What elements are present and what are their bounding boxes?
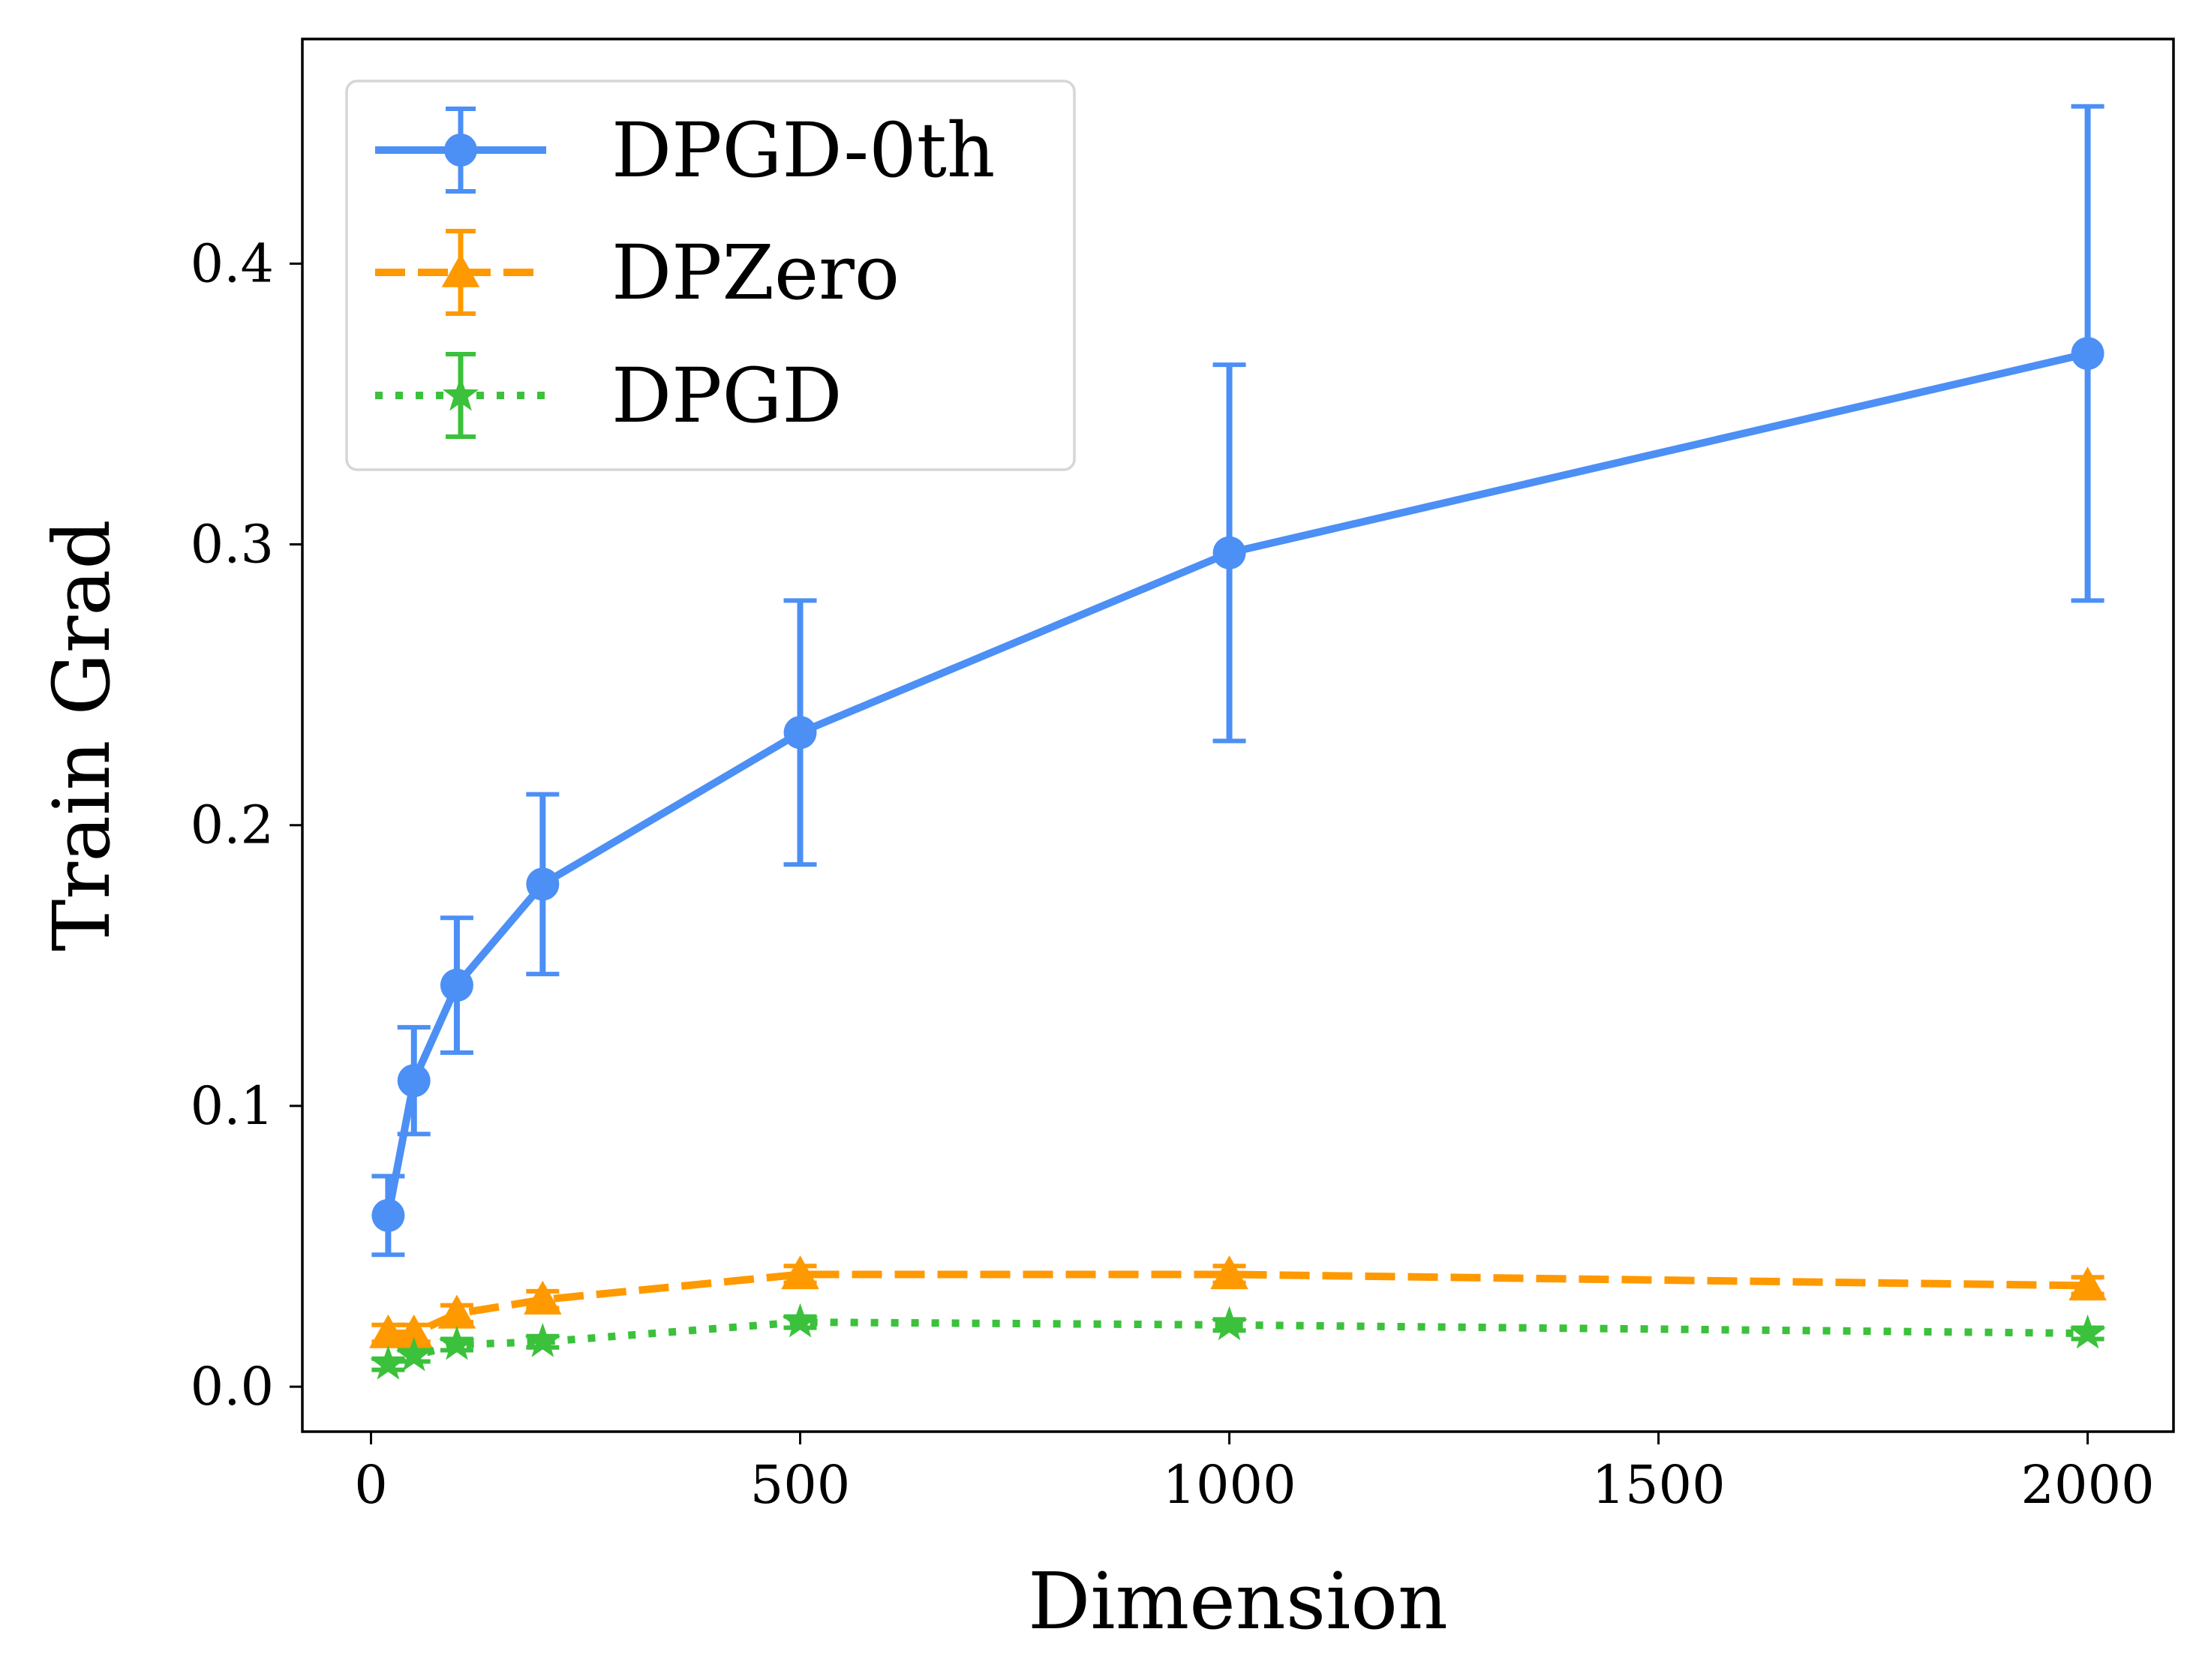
axes-frame — [301, 38, 2175, 1433]
data-point — [2071, 337, 2104, 371]
data-point — [2069, 1314, 2106, 1349]
legend-marker — [442, 376, 479, 411]
data-point — [397, 1064, 431, 1098]
legend-label: DPGD — [611, 352, 843, 440]
data-point — [369, 1314, 407, 1348]
x-tick-label: 2000 — [2021, 1454, 2155, 1516]
y-tick-label: 0.3 — [191, 514, 274, 576]
legend: DPGD-0th DPZero DPGD — [345, 80, 1076, 471]
x-tick-label: 1000 — [1162, 1454, 1296, 1516]
data-point — [1211, 1306, 1248, 1341]
x-tick-label: 500 — [750, 1454, 851, 1516]
data-point — [781, 1255, 819, 1290]
data-point — [440, 969, 473, 1002]
legend-box — [345, 80, 1076, 471]
legend-label: DPZero — [611, 229, 900, 317]
y-tick-label: 0.4 — [191, 233, 274, 294]
data-point — [524, 1280, 562, 1315]
plot-area — [369, 104, 2107, 1380]
data-point — [783, 716, 817, 750]
legend-entry: DPGD-0th — [375, 107, 995, 194]
data-point — [782, 1303, 819, 1338]
data-point — [370, 1345, 407, 1380]
y-tick-label: 0.1 — [191, 1075, 274, 1137]
data-point — [526, 867, 560, 901]
legend-label: DPGD-0th — [611, 107, 995, 194]
legend-marker — [444, 134, 477, 167]
y-tick-label: 0.0 — [191, 1356, 274, 1417]
data-point — [1210, 1255, 1248, 1290]
ticks: 0 500 1000 1500 2000 0.0 0.1 0.2 0.3 0.4 — [191, 233, 2155, 1516]
y-axis-label: Train Grad — [36, 519, 128, 951]
legend-entry: DPGD — [375, 352, 843, 440]
x-tick-label: 0 — [354, 1454, 388, 1516]
data-point — [371, 1198, 405, 1232]
data-point — [1212, 536, 1246, 570]
series-DPGD — [370, 1303, 2106, 1380]
y-tick-label: 0.2 — [191, 795, 274, 856]
data-point — [438, 1325, 475, 1360]
data-point — [524, 1323, 561, 1357]
series-DPGD-0th — [371, 104, 2104, 1258]
legend-entry: DPZero — [375, 229, 900, 317]
series-DPZero — [369, 1255, 2107, 1348]
legend-marker — [441, 253, 480, 287]
data-point — [395, 1336, 432, 1372]
x-tick-label: 1500 — [1591, 1454, 1725, 1516]
x-axis-label: Dimension — [1028, 1555, 1448, 1647]
data-point — [437, 1294, 476, 1329]
data-point — [395, 1314, 434, 1348]
data-point — [2068, 1267, 2107, 1301]
